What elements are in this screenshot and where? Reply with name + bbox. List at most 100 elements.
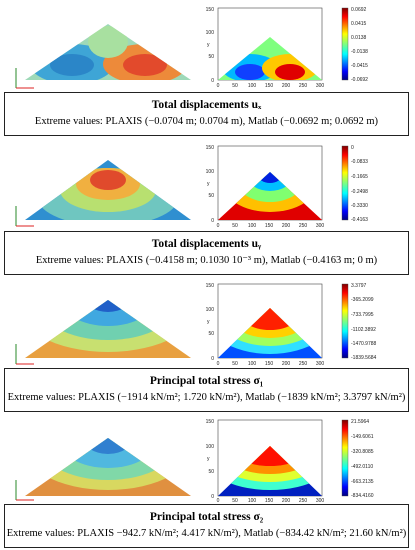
matlab-plot-3: 0 50 100 150 y 0 50 100 150 200 250 300 …: [206, 283, 377, 367]
colorbar-tick: -0.0692: [351, 77, 368, 83]
y-tick: 150: [206, 283, 215, 289]
caption-text: Extreme values: PLAXIS (−0.4158 m; 0.103…: [35, 255, 378, 266]
x-tick: 0: [217, 361, 220, 366]
x-tick: 200: [282, 498, 291, 502]
caption-box-2: Total displacements uᵧ Extreme values: P…: [4, 231, 409, 275]
x-tick: 50: [232, 498, 238, 502]
x-tick: 300: [316, 83, 325, 89]
figure-row-4: 0 50 100 150 y 0 50 100 150 200 250 300 …: [0, 414, 415, 504]
x-tick: 200: [282, 223, 291, 228]
x-tick: 150: [265, 223, 274, 228]
x-tick: 50: [232, 361, 238, 366]
y-axis-label: y: [207, 319, 210, 325]
colorbar-tick: -0.1665: [351, 174, 368, 180]
caption-text: Extreme values: PLAXIS −942.7 kN/m²; 4.4…: [6, 528, 407, 539]
x-tick: 0: [217, 498, 220, 502]
x-tick: 150: [265, 361, 274, 366]
colorbar-tick: 3.3797: [351, 283, 367, 289]
x-tick: 100: [248, 498, 257, 502]
y-tick: 150: [206, 7, 215, 13]
colorbar-tick: -149.6061: [351, 434, 374, 440]
y-axis-label: y: [207, 456, 210, 462]
figure-row-1-graphics: 0 50 100 150 y 0 50 100 150 200 250 300 …: [15, 7, 369, 89]
x-tick: 200: [282, 83, 291, 89]
x-tick: 300: [316, 223, 325, 228]
colorbar-tick: -0.0138: [351, 49, 368, 55]
y-tick: 100: [206, 169, 215, 175]
caption-box-4: Principal total stress σ₂ Extreme values…: [4, 504, 409, 548]
x-tick: 250: [299, 223, 308, 228]
caption-text: Extreme values: PLAXIS (−0.0704 m; 0.070…: [34, 116, 379, 127]
x-tick: 100: [248, 83, 257, 89]
figure-row-4-graphics: 0 50 100 150 y 0 50 100 150 200 250 300 …: [15, 419, 374, 504]
colorbar-tick: -0.0415: [351, 63, 368, 69]
y-tick: 100: [206, 30, 215, 36]
x-tick: 250: [299, 498, 308, 502]
x-tick: 0: [217, 83, 220, 89]
colorbar: [341, 145, 349, 221]
y-tick: 0: [211, 356, 214, 362]
y-tick: 100: [206, 444, 215, 450]
matlab-plot-1: 0 50 100 150 y 0 50 100 150 200 250 300 …: [206, 7, 369, 89]
colorbar: [341, 283, 349, 359]
colorbar-tick: -0.2498: [351, 189, 368, 195]
caption-box-3: Principal total stress σ₁ Extreme values…: [4, 368, 409, 412]
x-tick: 150: [265, 83, 274, 89]
colorbar-tick: -1839.5684: [351, 355, 377, 361]
colorbar-tick: -1470.9788: [351, 341, 377, 347]
caption-title: Principal total stress σ₁: [149, 375, 264, 387]
matlab-plot-2: 0 50 100 150 y 0 50 100 150 200 250 300 …: [206, 145, 369, 229]
x-tick: 0: [217, 223, 220, 228]
colorbar-tick: -1102.3892: [351, 327, 376, 333]
colorbar-tick: -663.2135: [351, 479, 374, 485]
caption-title: Total displacements uᵧ: [151, 238, 262, 250]
x-tick: 300: [316, 498, 325, 502]
figure-row-1: 0 50 100 150 y 0 50 100 150 200 250 300 …: [0, 2, 415, 90]
caption-box-1: Total displacements uₓ Extreme values: P…: [4, 92, 409, 136]
x-tick: 300: [316, 361, 325, 366]
y-tick: 0: [211, 218, 214, 224]
x-tick: 50: [232, 83, 238, 89]
y-tick: 150: [206, 145, 215, 151]
colorbar-tick: -320.8085: [351, 449, 374, 455]
y-tick: 100: [206, 307, 215, 313]
colorbar-tick: 0: [351, 145, 354, 151]
colorbar-tick: -834.4160: [351, 493, 374, 499]
colorbar-tick: -0.4163: [351, 217, 368, 223]
y-tick: 150: [206, 419, 215, 425]
y-tick: 50: [208, 54, 214, 60]
y-tick: 50: [208, 331, 214, 337]
caption-title: Total displacements uₓ: [151, 99, 262, 111]
colorbar-tick: -733.7995: [351, 312, 374, 318]
y-tick: 50: [208, 469, 214, 475]
colorbar: [341, 7, 349, 81]
caption-text: Extreme values: PLAXIS (−1914 kN/m²; 1.7…: [7, 392, 406, 403]
colorbar-tick: -365.2099: [351, 297, 374, 303]
y-axis-label: y: [207, 181, 210, 187]
x-tick: 150: [265, 498, 274, 502]
figure-row-2-graphics: 0 50 100 150 y 0 50 100 150 200 250 300 …: [15, 145, 369, 229]
figure-row-2: 0 50 100 150 y 0 50 100 150 200 250 300 …: [0, 140, 415, 229]
x-tick: 50: [232, 223, 238, 228]
plaxis-mesh-4: [15, 438, 191, 501]
colorbar-tick: -492.0110: [351, 464, 373, 470]
x-tick: 250: [299, 361, 308, 366]
x-tick: 250: [299, 83, 308, 89]
plaxis-mesh-2: [15, 160, 191, 227]
matlab-plot-4: 0 50 100 150 y 0 50 100 150 200 250 300 …: [206, 419, 374, 504]
colorbar-tick: 0.0138: [351, 35, 367, 41]
x-tick: 100: [248, 223, 257, 228]
colorbar-tick: 21.5964: [351, 419, 369, 425]
plaxis-mesh-3: [15, 300, 191, 365]
y-tick: 0: [211, 78, 214, 84]
figure-row-3: 0 50 100 150 y 0 50 100 150 200 250 300 …: [0, 278, 415, 367]
colorbar-tick: 0.0692: [351, 7, 367, 13]
x-tick: 200: [282, 361, 291, 366]
y-tick: 50: [208, 193, 214, 199]
colorbar-tick: 0.0415: [351, 21, 367, 27]
y-tick: 0: [211, 494, 214, 500]
figure-row-3-graphics: 0 50 100 150 y 0 50 100 150 200 250 300 …: [15, 283, 377, 367]
plaxis-mesh-1: [15, 24, 191, 89]
colorbar-tick: -0.3330: [351, 203, 368, 209]
caption-title: Principal total stress σ₂: [149, 511, 264, 523]
